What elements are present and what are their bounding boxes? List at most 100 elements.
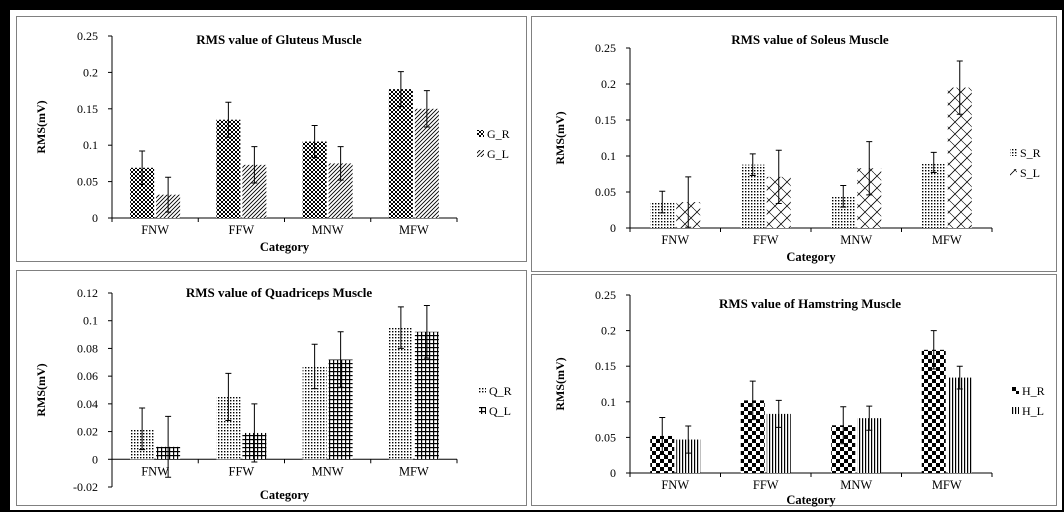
y-tick-label: 0.25 [595,288,616,302]
y-tick-label: 0.1 [601,149,616,163]
y-tick-label: 0.1 [83,314,98,328]
error-bar-g-r-fnw [139,150,146,186]
x-tick-label: MNW [840,233,872,247]
y-tick-label: 0.08 [77,341,98,355]
y-tick-label: 0 [610,466,616,480]
chart-svg: RMS value of Soleus Muscle 0 0.05 0.1 0.15 0.… [553,32,1041,264]
legend-label-s-l: S_L [1020,166,1040,180]
x-tick-label: MFW [399,223,429,237]
chart-title: RMS value of Hamstring Muscle [719,296,901,311]
error-bar-h-l-fnw [685,425,692,454]
legend-swatch-s-l [1010,169,1017,176]
x-tick-label: FFW [753,233,779,247]
y-tick-label: 0.04 [77,397,98,411]
error-bar-h-l-mfw [956,365,963,390]
chart-panel-quadriceps: RMS value of Quadriceps Muscle -0.02 0 0.02… [16,270,527,506]
error-bar-q-l-mfw [423,304,430,359]
bar-q-r-mfw [388,327,413,460]
chart-title: RMS value of Gluteus Muscle [196,32,362,47]
y-tick-label: 0.1 [83,138,98,152]
y-tick-label: 0.05 [595,185,616,199]
error-bar-g-l-mnw [337,146,344,181]
x-tick-label: MNW [840,478,872,492]
y-tick-label: 0.02 [77,425,98,439]
error-bar-g-r-mnw [311,125,318,159]
legend-swatch-h-r [1012,387,1019,394]
error-bar-s-r-mfw [930,151,937,174]
error-bar-s-r-mnw [840,185,847,208]
error-bar-h-r-ffw [749,380,756,421]
x-tick-label: FNW [141,223,169,237]
y-tick-label: 0.25 [595,41,616,55]
x-axis-label: Category [260,488,310,502]
error-bar-h-l-mnw [866,405,873,431]
figure-frame: RMS value of Gluteus Muscle 0 0.05 0.1 0.15 0… [10,10,1062,510]
x-tick-label: FFW [753,478,779,492]
x-tick-label: FFW [229,223,255,237]
error-bar-g-r-ffw [225,101,232,138]
error-bar-q-l-fnw [165,415,172,478]
x-tick-label: MFW [399,464,429,478]
y-tick-label: 0.12 [77,286,98,300]
legend-label-s-r: S_R [1020,146,1041,160]
x-tick-label: MFW [932,233,962,247]
chart-panel-soleus: RMS value of Soleus Muscle 0 0.05 0.1 0.15 0.… [531,16,1057,272]
bar-h-l-mfw [947,377,972,473]
chart-svg: RMS value of Hamstring Muscle 0 0.05 0.1 0.1… [553,288,1045,507]
x-axis-label: Category [260,240,310,254]
error-bar-q-r-mnw [311,343,318,390]
x-axis-label: Category [786,493,836,507]
legend-swatch-g-l [477,150,484,157]
y-axis-label: RMS(mV) [34,363,48,416]
error-bar-s-r-fnw [659,190,666,214]
legend-swatch-q-r [479,387,486,394]
x-tick-label: FNW [661,233,689,247]
error-bar-g-r-mfw [397,71,404,108]
y-tick-label: 0.06 [77,369,98,383]
bar-g-r-mfw [388,89,413,218]
error-bar-h-r-mfw [930,330,937,370]
error-bar-h-r-mnw [840,406,847,445]
chart-panel-gluteus: RMS value of Gluteus Muscle 0 0.05 0.1 0.15 0… [16,16,527,262]
y-tick-label: 0 [610,221,616,235]
error-bar-q-r-ffw [225,372,232,421]
y-axis-label: RMS(mV) [34,100,48,153]
error-bar-q-l-mnw [337,331,344,388]
x-tick-label: FNW [661,478,689,492]
y-tick-label: 0 [92,211,98,225]
error-bar-g-l-mfw [423,90,430,128]
y-tick-label: -0.02 [73,480,98,494]
bar-s-r-mfw [921,162,946,228]
chart-title: RMS value of Soleus Muscle [731,32,889,47]
y-tick-label: 0.15 [595,359,616,373]
legend-label-g-r: G_R [487,127,510,141]
error-bar-q-r-fnw [139,407,146,451]
legend-swatch-h-l [1012,407,1019,414]
legend-label-h-l: H_L [1022,404,1044,418]
error-bar-q-r-mfw [397,306,404,349]
y-tick-label: 0.15 [77,102,98,116]
y-tick-label: 0.2 [601,324,616,338]
chart-svg: RMS value of Gluteus Muscle 0 0.05 0.1 0.15 0… [34,29,510,254]
y-tick-label: 0.05 [77,175,98,189]
y-tick-label: 0.2 [601,77,616,91]
y-tick-label: 0.05 [595,430,616,444]
x-axis-label: Category [786,250,836,264]
error-bar-g-l-ffw [251,146,258,184]
error-bar-s-l-ffw [775,149,782,205]
chart-panel-hamstring: RMS value of Hamstring Muscle 0 0.05 0.1 0.1… [531,274,1057,507]
x-tick-label: FNW [141,464,169,478]
legend-swatch-g-r [477,130,484,137]
x-tick-label: MNW [312,223,344,237]
legend-swatch-q-l [479,407,486,414]
y-tick-label: 0.1 [601,395,616,409]
error-bar-h-r-fnw [659,416,666,455]
y-axis-label: RMS(mV) [553,357,567,410]
y-tick-label: 0.2 [83,65,98,79]
chart-svg: RMS value of Quadriceps Muscle -0.02 0 0.02… [34,285,512,502]
error-bar-g-l-fnw [165,176,172,213]
y-axis-label: RMS(mV) [553,111,567,164]
x-tick-label: FFW [229,464,255,478]
legend-label-q-r: Q_R [489,384,512,398]
legend-label-h-r: H_R [1022,384,1045,398]
